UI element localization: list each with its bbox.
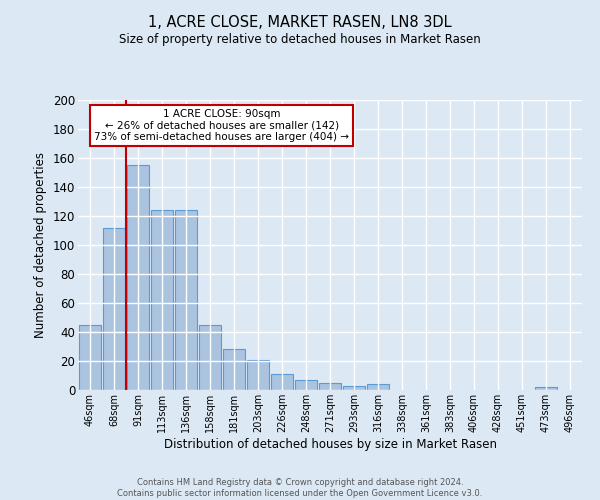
Bar — [247, 360, 269, 390]
Bar — [271, 374, 293, 390]
Bar — [367, 384, 389, 390]
Text: Contains HM Land Registry data © Crown copyright and database right 2024.
Contai: Contains HM Land Registry data © Crown c… — [118, 478, 482, 498]
X-axis label: Distribution of detached houses by size in Market Rasen: Distribution of detached houses by size … — [163, 438, 497, 450]
Y-axis label: Number of detached properties: Number of detached properties — [34, 152, 47, 338]
Bar — [79, 325, 101, 390]
Bar — [535, 387, 557, 390]
Text: 1 ACRE CLOSE: 90sqm
← 26% of detached houses are smaller (142)
73% of semi-detac: 1 ACRE CLOSE: 90sqm ← 26% of detached ho… — [94, 108, 349, 142]
Bar — [175, 210, 197, 390]
Text: Size of property relative to detached houses in Market Rasen: Size of property relative to detached ho… — [119, 32, 481, 46]
Text: 1, ACRE CLOSE, MARKET RASEN, LN8 3DL: 1, ACRE CLOSE, MARKET RASEN, LN8 3DL — [148, 15, 452, 30]
Bar — [103, 228, 125, 390]
Bar — [127, 165, 149, 390]
Bar — [223, 350, 245, 390]
Bar — [295, 380, 317, 390]
Bar — [199, 325, 221, 390]
Bar — [319, 383, 341, 390]
Bar — [343, 386, 365, 390]
Bar — [151, 210, 173, 390]
